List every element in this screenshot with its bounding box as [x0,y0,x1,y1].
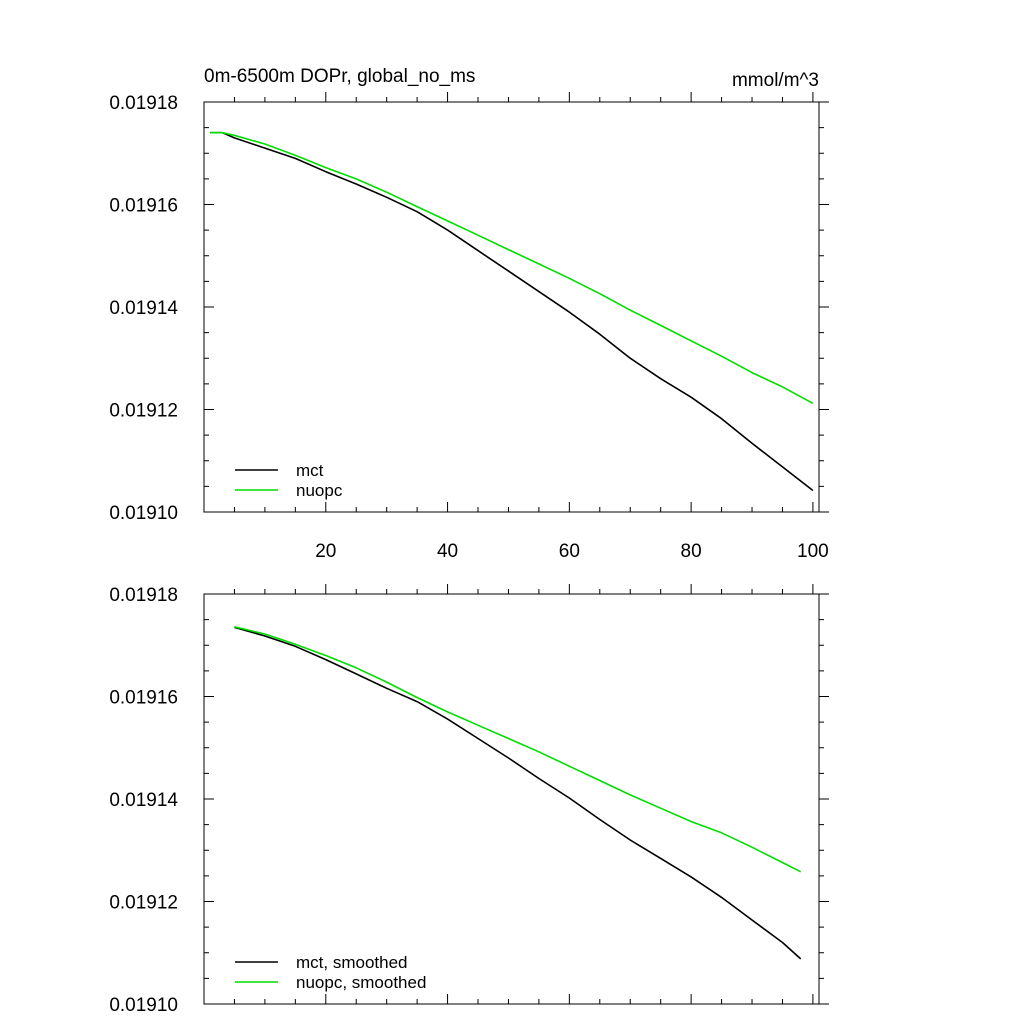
y-tick-label: 0.01916 [109,688,178,709]
y-tick-label: 0.01910 [109,503,178,524]
y-tick-label: 0.01914 [109,790,178,811]
legend-label: nuopc, smoothed [296,973,426,992]
y-tick-label: 0.01912 [109,401,178,422]
series-line-0 [210,131,814,492]
bottom-panel-series [234,626,802,960]
bottom-panel-y-tick-labels: 0.01910 0.01912 0.01914 0.01916 0.01918 [109,585,178,1016]
x-tick-label: 100 [797,541,829,562]
y-tick-label: 0.01916 [109,196,178,217]
legend-label: nuopc [296,481,343,500]
legend-label: mct, smoothed [296,953,408,972]
top-panel-x-tick-labels: 20 40 60 80 100 [315,541,829,562]
series-line-0 [234,626,802,960]
series-line-1 [210,131,814,405]
top-panel-frame [203,101,820,513]
y-tick-label: 0.01914 [109,298,178,319]
top-panel-y-tick-labels: 0.01910 0.01912 0.01914 0.01916 0.01918 [109,93,178,524]
y-tick-label: 0.01918 [109,585,178,606]
y-tick-label: 0.01912 [109,893,178,914]
bottom-panel: 0.01910 0.01912 0.01914 0.01916 0.01918 mct,… [109,584,829,1016]
units-label: mmol/m^3 [732,70,819,91]
top-panel-series [210,131,814,492]
bottom-panel-frame [203,593,820,1005]
top-panel-ticks [204,92,829,513]
x-tick-label: 60 [559,541,580,562]
y-tick-label: 0.01910 [109,995,178,1016]
chart-title: 0m-6500m DOPr, global_no_ms [204,66,475,87]
x-tick-label: 40 [437,541,458,562]
series-line-1 [234,626,802,873]
bottom-panel-ticks [204,584,829,1005]
y-tick-label: 0.01918 [109,93,178,114]
legend-label: mct [296,461,324,480]
x-tick-label: 20 [315,541,336,562]
x-tick-label: 80 [681,541,702,562]
top-panel: 0m-6500m DOPr, global_no_ms mmol/m^3 0.0… [109,66,829,562]
